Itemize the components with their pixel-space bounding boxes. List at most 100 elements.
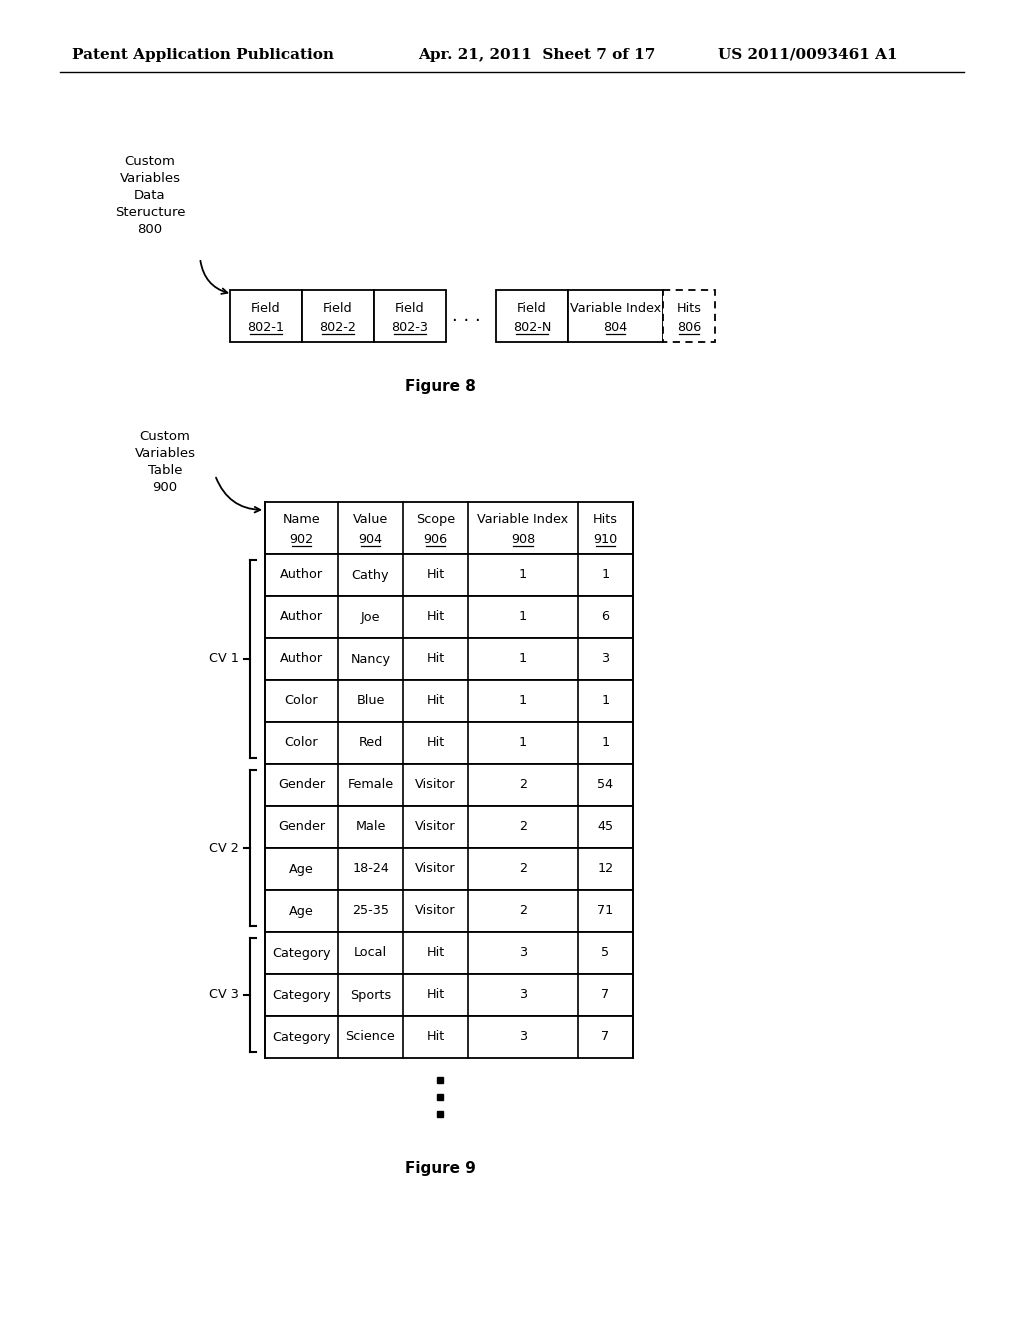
- Text: 12: 12: [597, 862, 613, 875]
- Text: Author: Author: [280, 569, 323, 582]
- Text: Gender: Gender: [278, 779, 325, 792]
- Text: 45: 45: [597, 821, 613, 833]
- Text: 1: 1: [519, 737, 527, 750]
- Text: 1: 1: [519, 652, 527, 665]
- Text: Hits: Hits: [593, 512, 618, 525]
- Text: Visitor: Visitor: [415, 821, 456, 833]
- Text: Field: Field: [251, 302, 281, 315]
- Bar: [265, 680, 633, 722]
- Text: 910: 910: [593, 533, 617, 546]
- Text: Hit: Hit: [426, 610, 444, 623]
- Bar: [265, 1016, 633, 1059]
- Text: Author: Author: [280, 610, 323, 623]
- Text: Visitor: Visitor: [415, 862, 456, 875]
- Bar: [265, 638, 633, 680]
- Text: Custom
Variables
Data
Steructure
800: Custom Variables Data Steructure 800: [115, 154, 185, 236]
- Text: Visitor: Visitor: [415, 779, 456, 792]
- Text: Nancy: Nancy: [350, 652, 390, 665]
- Text: 908: 908: [511, 533, 536, 546]
- Bar: [663, 290, 715, 342]
- Text: 904: 904: [358, 533, 383, 546]
- Text: Category: Category: [272, 946, 331, 960]
- Text: 3: 3: [519, 946, 527, 960]
- Text: Gender: Gender: [278, 821, 325, 833]
- Text: Science: Science: [346, 1031, 395, 1044]
- Text: Scope: Scope: [416, 512, 455, 525]
- Text: Color: Color: [285, 737, 318, 750]
- Text: US 2011/0093461 A1: US 2011/0093461 A1: [718, 48, 898, 62]
- Text: 7: 7: [601, 989, 609, 1002]
- Bar: [265, 974, 633, 1016]
- Text: 2: 2: [519, 904, 527, 917]
- Text: Cathy: Cathy: [352, 569, 389, 582]
- Text: Hit: Hit: [426, 694, 444, 708]
- Text: 3: 3: [601, 652, 609, 665]
- Text: Field: Field: [324, 302, 353, 315]
- Bar: [265, 554, 633, 597]
- Text: 804: 804: [603, 321, 628, 334]
- Text: 2: 2: [519, 779, 527, 792]
- Text: Author: Author: [280, 652, 323, 665]
- Text: 71: 71: [597, 904, 613, 917]
- Text: Custom
Variables
Table
900: Custom Variables Table 900: [134, 430, 196, 494]
- Bar: [265, 502, 633, 554]
- Text: Visitor: Visitor: [415, 904, 456, 917]
- Text: 2: 2: [519, 862, 527, 875]
- Text: 18-24: 18-24: [352, 862, 389, 875]
- Text: 25-35: 25-35: [352, 904, 389, 917]
- Bar: [265, 722, 633, 764]
- Text: Female: Female: [347, 779, 393, 792]
- Text: 802-2: 802-2: [319, 321, 356, 334]
- Text: 806: 806: [677, 321, 701, 334]
- Bar: [230, 290, 302, 342]
- Text: Figure 9: Figure 9: [404, 1162, 475, 1176]
- Bar: [265, 807, 633, 847]
- Text: 802-N: 802-N: [513, 321, 551, 334]
- Text: Local: Local: [354, 946, 387, 960]
- Text: Field: Field: [395, 302, 425, 315]
- Text: Variable Index: Variable Index: [477, 512, 568, 525]
- Text: 802-1: 802-1: [248, 321, 285, 334]
- Text: Category: Category: [272, 989, 331, 1002]
- Text: Patent Application Publication: Patent Application Publication: [72, 48, 334, 62]
- Text: Hits: Hits: [677, 302, 701, 315]
- Text: Age: Age: [289, 862, 314, 875]
- Text: 1: 1: [601, 569, 609, 582]
- Text: Hit: Hit: [426, 946, 444, 960]
- Text: Hit: Hit: [426, 652, 444, 665]
- Text: 7: 7: [601, 1031, 609, 1044]
- Text: Hit: Hit: [426, 569, 444, 582]
- Text: 1: 1: [519, 694, 527, 708]
- Bar: [302, 290, 374, 342]
- Text: Field: Field: [517, 302, 547, 315]
- Text: Hit: Hit: [426, 1031, 444, 1044]
- Text: 3: 3: [519, 989, 527, 1002]
- Text: Value: Value: [353, 512, 388, 525]
- Text: Sports: Sports: [350, 989, 391, 1002]
- Bar: [265, 890, 633, 932]
- Text: Hit: Hit: [426, 737, 444, 750]
- Text: 906: 906: [424, 533, 447, 546]
- Text: 802-3: 802-3: [391, 321, 428, 334]
- Text: Name: Name: [283, 512, 321, 525]
- Text: 54: 54: [597, 779, 613, 792]
- Bar: [568, 290, 663, 342]
- Bar: [496, 290, 568, 342]
- Text: CV 3: CV 3: [209, 989, 239, 1002]
- Bar: [374, 290, 446, 342]
- Text: Category: Category: [272, 1031, 331, 1044]
- Text: Figure 8: Figure 8: [404, 379, 475, 393]
- Text: CV 2: CV 2: [209, 842, 239, 854]
- Text: Color: Color: [285, 694, 318, 708]
- Bar: [265, 847, 633, 890]
- Text: 1: 1: [519, 569, 527, 582]
- Text: 6: 6: [601, 610, 609, 623]
- Text: Variable Index: Variable Index: [570, 302, 662, 315]
- Text: 5: 5: [601, 946, 609, 960]
- Text: 1: 1: [601, 694, 609, 708]
- Text: CV 1: CV 1: [209, 652, 239, 665]
- Text: Joe: Joe: [360, 610, 380, 623]
- Text: 3: 3: [519, 1031, 527, 1044]
- Text: . . .: . . .: [452, 308, 480, 325]
- Text: Age: Age: [289, 904, 314, 917]
